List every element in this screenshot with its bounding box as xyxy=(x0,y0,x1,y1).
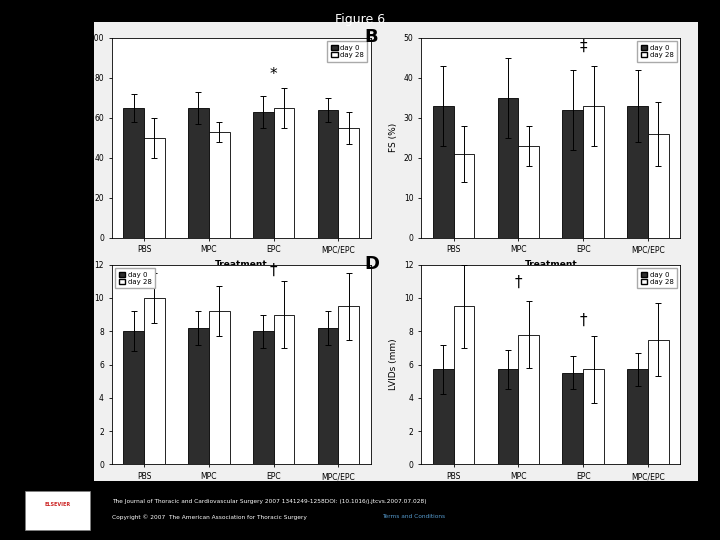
Text: A: A xyxy=(55,28,68,46)
X-axis label: Treatment: Treatment xyxy=(524,260,577,269)
Bar xyxy=(318,110,338,238)
Bar xyxy=(648,340,669,464)
Bar xyxy=(209,132,230,238)
Bar xyxy=(627,369,648,464)
Bar xyxy=(338,127,359,238)
Y-axis label: LVEF (%): LVEF (%) xyxy=(75,118,84,157)
Text: Terms and Conditions: Terms and Conditions xyxy=(382,514,445,519)
Bar xyxy=(518,146,539,238)
Bar xyxy=(454,306,474,464)
Legend: day 0, day 28: day 0, day 28 xyxy=(115,268,155,288)
Bar xyxy=(583,106,604,238)
Bar xyxy=(188,107,209,238)
Bar xyxy=(144,138,165,238)
Bar xyxy=(274,107,294,238)
Bar xyxy=(627,106,648,238)
Bar xyxy=(338,306,359,464)
Bar xyxy=(274,314,294,464)
Y-axis label: LVIDd (mm): LVIDd (mm) xyxy=(80,338,89,391)
Bar xyxy=(144,298,165,464)
Bar xyxy=(253,112,274,238)
X-axis label: Treatment: Treatment xyxy=(215,260,268,269)
Bar xyxy=(188,328,209,464)
Legend: day 0, day 28: day 0, day 28 xyxy=(637,268,677,288)
Bar xyxy=(562,373,583,464)
Bar xyxy=(518,335,539,464)
Text: C: C xyxy=(55,255,68,273)
Text: †: † xyxy=(580,313,587,328)
Text: Copyright © 2007  The American Association for Thoracic Surgery: Copyright © 2007 The American Associatio… xyxy=(112,514,310,519)
Text: †: † xyxy=(515,274,522,289)
Bar xyxy=(318,328,338,464)
Bar xyxy=(498,98,518,238)
Legend: day 0, day 28: day 0, day 28 xyxy=(328,41,367,62)
Y-axis label: LVIDs (mm): LVIDs (mm) xyxy=(390,339,398,390)
X-axis label: Treatment: Treatment xyxy=(215,487,268,496)
Bar xyxy=(562,110,583,238)
Text: *: * xyxy=(270,67,277,82)
Text: Figure 6: Figure 6 xyxy=(335,14,385,26)
Text: ‡: ‡ xyxy=(580,39,587,54)
Text: B: B xyxy=(364,28,378,46)
Bar xyxy=(454,154,474,238)
Text: †: † xyxy=(270,263,277,278)
Bar xyxy=(253,331,274,464)
Bar xyxy=(433,369,454,464)
Y-axis label: FS (%): FS (%) xyxy=(390,123,398,152)
Bar xyxy=(498,369,518,464)
Legend: day 0, day 28: day 0, day 28 xyxy=(637,41,677,62)
X-axis label: Treatment: Treatment xyxy=(524,487,577,496)
Bar xyxy=(209,311,230,464)
Text: D: D xyxy=(364,255,379,273)
Text: ELSEVIER: ELSEVIER xyxy=(45,502,71,507)
Bar xyxy=(123,331,144,464)
Bar xyxy=(123,107,144,238)
Text: The Journal of Thoracic and Cardiovascular Surgery 2007 1341249-1258DOI: (10.101: The Journal of Thoracic and Cardiovascul… xyxy=(112,500,426,504)
Bar xyxy=(433,106,454,238)
FancyBboxPatch shape xyxy=(25,491,90,530)
Bar xyxy=(648,134,669,238)
Bar xyxy=(583,369,604,464)
